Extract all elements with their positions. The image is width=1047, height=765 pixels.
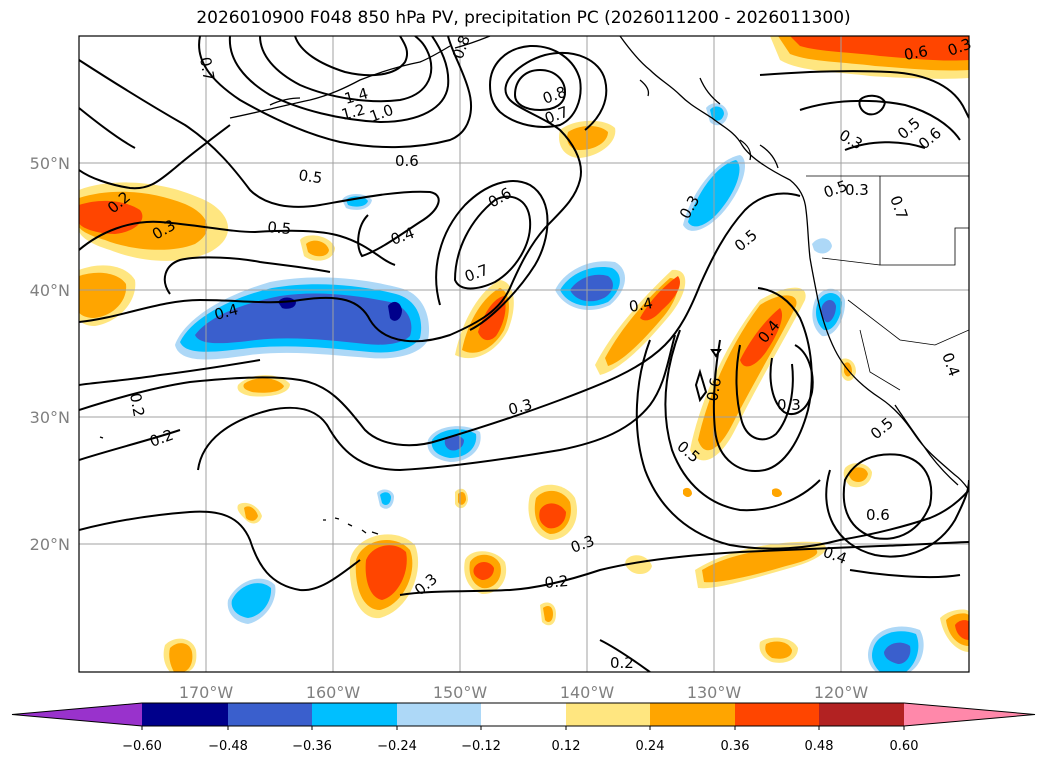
colorbar-extend-max	[904, 703, 1035, 726]
contour-label: 0.6	[903, 42, 930, 64]
contour-label: 0.3	[845, 181, 869, 199]
colorbar-swatch	[481, 703, 566, 726]
colorbar-tick-label: −0.12	[461, 739, 501, 754]
colorbar-tick-label: −0.60	[122, 739, 162, 754]
negative-anomaly-area	[175, 103, 924, 672]
colorbar-swatch	[650, 703, 735, 726]
colorbar-swatches	[11, 702, 1036, 730]
colorbar-tick-label: −0.36	[292, 739, 332, 754]
contour-label: 0.2	[126, 392, 148, 419]
contour-label: 0.6	[866, 506, 890, 524]
colorbar-tick-label: 0.48	[805, 739, 834, 754]
colorbar: −0.60 −0.48 −0.36 −0.24 −0.12 0.12 0.24 …	[11, 702, 1036, 754]
colorbar-tick-label: 0.36	[721, 739, 750, 754]
contour-label: 1.2	[339, 100, 367, 124]
contour-label: 0.5	[297, 166, 323, 187]
contour-label: 0.6	[395, 152, 419, 170]
colorbar-swatch	[819, 703, 904, 726]
contour-label: 0.5	[267, 218, 292, 238]
lat-tick-label: 50°N	[30, 154, 70, 173]
lon-tick-label: 130°W	[687, 683, 742, 702]
contour-label: 0.2	[544, 572, 569, 592]
lat-tick-label: 20°N	[30, 535, 70, 554]
contour-label: 0.4	[628, 294, 655, 316]
colorbar-swatch	[566, 703, 650, 726]
colorbar-swatch	[735, 703, 819, 726]
colorbar-tick-label: 0.24	[636, 739, 665, 754]
contour-label: 0.3	[777, 396, 801, 414]
colorbar-tick-label: −0.48	[208, 739, 248, 754]
contour-label: 0.3	[506, 395, 534, 419]
lon-tick-label: 120°W	[814, 683, 869, 702]
contour-label: 0.7	[196, 56, 218, 83]
chart-title: 2026010900 F048 850 hPa PV, precipitatio…	[196, 8, 851, 28]
colorbar-tick-label: −0.24	[377, 739, 417, 754]
colorbar-extend-min	[12, 703, 142, 726]
colorbar-tick-label: 0.12	[552, 739, 581, 754]
map-frame	[78, 35, 970, 673]
lat-tick-label: 30°N	[30, 408, 70, 427]
map-panel	[79, 36, 969, 672]
lat-tick-label: 40°N	[30, 281, 70, 300]
colorbar-ticks: −0.60 −0.48 −0.36 −0.24 −0.12 0.12 0.24 …	[122, 739, 918, 754]
contour-label: 0.6	[703, 376, 725, 403]
positive-anomaly-area	[79, 36, 969, 672]
pv-contours	[79, 36, 969, 672]
lon-tick-label: 150°W	[433, 683, 488, 702]
political-borders	[806, 175, 969, 391]
colorbar-swatch	[228, 703, 312, 726]
precip-shading	[79, 36, 969, 672]
colorbar-swatch	[142, 703, 228, 726]
colorbar-swatch	[397, 703, 481, 726]
lon-tick-label: 170°W	[179, 683, 234, 702]
contour-label: 0.2	[610, 654, 634, 672]
coastlines	[99, 36, 969, 535]
colorbar-tick-label: 0.60	[890, 739, 919, 754]
contour-label: 1.4	[342, 84, 370, 108]
axis-tick-labels: 170°W 160°W 150°W 140°W 130°W 120°W 50°N…	[30, 154, 869, 702]
colorbar-swatch	[312, 703, 397, 726]
lon-tick-label: 140°W	[560, 683, 615, 702]
contour-label: 0.4	[212, 300, 240, 324]
lon-tick-label: 160°W	[306, 683, 361, 702]
